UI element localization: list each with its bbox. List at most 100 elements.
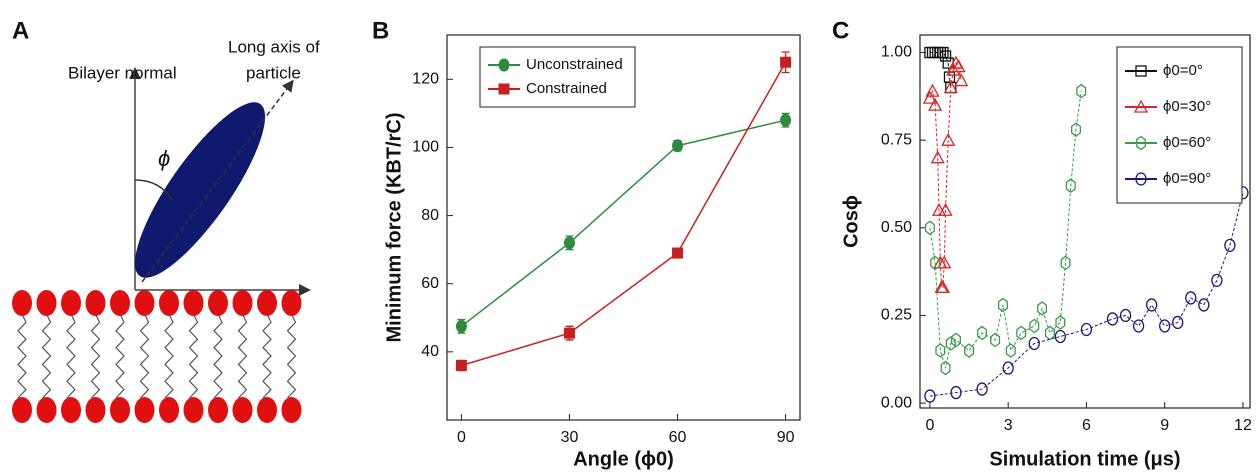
point [951,59,966,73]
point [941,132,956,146]
normal-label: Bilayer normal [68,63,177,82]
y-tick-label: 120 [412,71,439,88]
lipid-head [85,397,106,423]
panel-label: C [832,17,849,44]
point [563,327,575,339]
point [930,150,945,164]
point [1028,336,1040,351]
point [1172,315,1184,330]
point [672,247,684,259]
axis-label: Long axis of [228,37,320,56]
y-tick-label: 60 [421,275,439,292]
y-tick-label: 80 [421,207,439,224]
plot-frame [919,34,1251,409]
lipid-head [36,290,57,316]
long-axis [141,79,294,283]
y-tick-label: 0.25 [881,307,912,324]
lipid-head [12,397,32,423]
point [1080,322,1093,337]
legend-label: Unconstrained [526,56,623,73]
lipid-head [85,290,106,316]
legend-box [479,46,636,108]
x-tick-label: 0 [457,429,466,446]
x-tick-label: 0 [925,417,934,434]
x-tick-label: 60 [669,429,687,446]
point [1132,319,1145,333]
series-line [929,52,952,88]
point [1065,178,1076,194]
point [930,255,941,271]
point [1198,298,1210,312]
point [1002,361,1014,375]
y-tick-label: 0.50 [881,219,912,236]
x-tick-label: 6 [1082,417,1091,434]
x-tick-label: 9 [1160,417,1169,434]
lipid-tail [66,313,76,399]
lipid-head [159,290,179,316]
y-tick-label: 0.75 [881,131,912,148]
panel-label: A [12,17,29,44]
lipid-head [61,290,81,316]
lipid-tail [41,313,52,399]
y-axis-title: Minimum force (KBT/rC) [383,113,405,343]
point [1146,298,1158,312]
point [563,236,575,250]
point [940,360,951,376]
point [938,202,953,216]
lipid-tail [164,313,174,399]
lipid-tail [213,313,223,399]
point [455,359,467,371]
plot-frame [446,34,801,421]
x-axis-title: Angle (ϕ0) [573,448,674,470]
point [1005,343,1016,358]
point [1055,315,1066,330]
point [1119,308,1132,323]
point [922,90,938,104]
lipid-head [183,397,204,423]
x-tick-label: 3 [1004,417,1013,434]
point [1185,291,1197,305]
point [928,97,943,111]
point [1044,325,1055,341]
point [1159,319,1171,333]
point [672,139,684,153]
y-tick-label: 1.00 [881,44,912,61]
lipid-head [232,290,253,316]
y-axis-title: Cosϕ [840,195,862,248]
legend-label: ϕ0=0° [1163,62,1203,79]
point [1054,329,1066,344]
legend-marker [1135,65,1147,77]
point [937,255,952,269]
y-tick-label: 100 [412,139,439,156]
lipid-head [208,397,228,423]
lipid-tail [139,313,150,399]
point [990,332,1001,348]
lipid-head [257,290,277,316]
membrane [12,290,302,423]
point [1060,255,1071,271]
lipid-head [36,397,57,423]
series-line [929,91,1082,369]
point [924,389,936,403]
lipid-head [134,290,155,316]
lipid-tail [17,313,27,399]
lipid-head [183,290,204,316]
point [951,332,961,348]
angle-arc [134,179,173,201]
series-line [460,119,786,327]
point [780,113,792,127]
lipid-head [208,290,228,316]
series-line [929,192,1244,397]
lipid-head [61,397,81,423]
point [924,220,935,236]
legend-marker [1133,99,1149,113]
point [1037,301,1048,316]
lipid-tail [188,313,199,399]
point [997,297,1008,313]
lipid-head [134,397,155,423]
angle-label: ϕ [158,146,170,171]
lipid-head [12,290,32,316]
point [943,80,958,94]
x-tick-label: 90 [777,429,795,446]
series-line [461,61,787,367]
